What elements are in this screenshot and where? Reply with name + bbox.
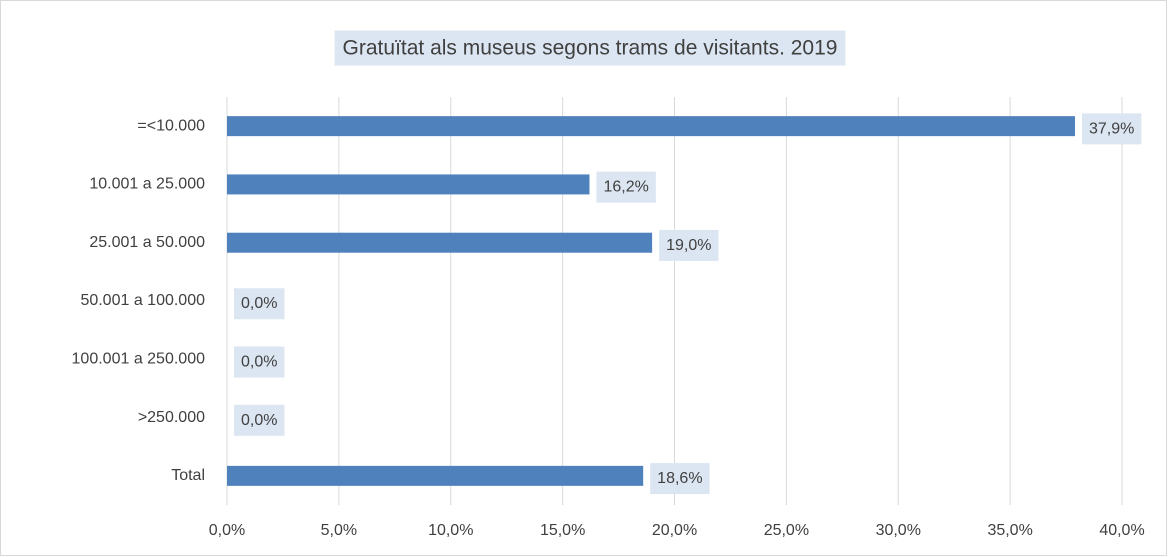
x-tick-label: 20,0% — [652, 522, 697, 539]
value-label-box — [1082, 113, 1142, 145]
x-tick-label: 30,0% — [876, 522, 921, 539]
bar — [227, 116, 1076, 137]
bar — [227, 232, 653, 253]
x-tick-label: 15,0% — [540, 522, 585, 539]
x-tick-label: 10,0% — [428, 522, 473, 539]
bar — [227, 465, 644, 486]
y-tick-label: 10.001 a 25.000 — [89, 176, 205, 193]
y-tick-label: 25.001 a 50.000 — [89, 234, 205, 251]
value-label-box — [659, 229, 719, 261]
x-tick-label: 25,0% — [764, 522, 809, 539]
value-label-box — [234, 404, 285, 436]
value-label-box — [234, 288, 285, 320]
value-label: 37,9% — [1089, 120, 1134, 137]
value-label: 18,6% — [657, 470, 702, 487]
y-tick-label: Total — [171, 467, 205, 484]
value-label: 0,0% — [241, 354, 277, 371]
y-tick-label: >250.000 — [138, 409, 205, 426]
x-tick-label: 0,0% — [209, 522, 245, 539]
chart-title: Gratuïtat als museus segons trams de vis… — [343, 37, 838, 60]
y-tick-label: 100.001 a 250.000 — [72, 351, 206, 368]
x-tick-label: 40,0% — [1099, 522, 1144, 539]
x-tick-label: 35,0% — [987, 522, 1032, 539]
value-label-box — [650, 463, 710, 495]
value-label-box — [234, 346, 285, 378]
value-label: 19,0% — [666, 237, 711, 254]
bar — [227, 174, 590, 195]
y-tick-label: 50.001 a 100.000 — [80, 292, 205, 309]
value-label: 0,0% — [241, 295, 277, 312]
value-label: 16,2% — [603, 179, 648, 196]
y-tick-label: =<10.000 — [137, 117, 205, 134]
value-label: 0,0% — [241, 412, 277, 429]
value-label-box — [596, 171, 656, 203]
title-box — [334, 30, 846, 66]
x-tick-label: 5,0% — [321, 522, 357, 539]
